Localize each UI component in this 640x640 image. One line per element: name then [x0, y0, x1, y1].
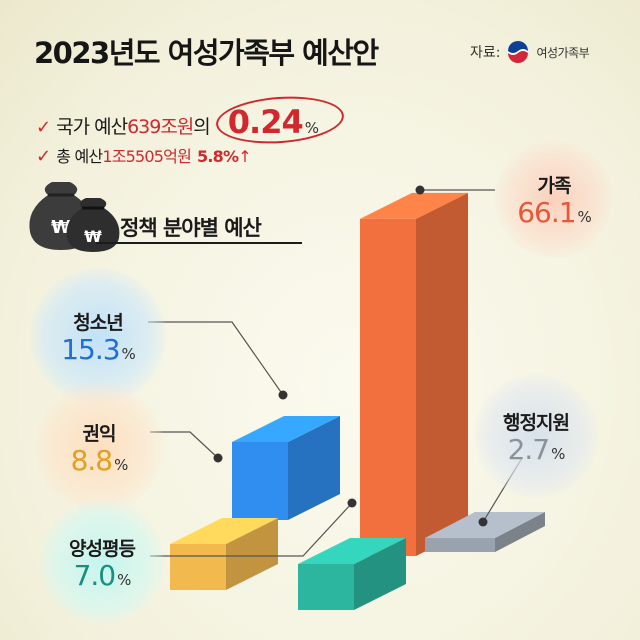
- value-unit: %: [117, 570, 131, 589]
- currency-symbol: ₩: [51, 217, 71, 238]
- value-number: 2.7: [507, 432, 551, 466]
- bars-group: [170, 192, 545, 610]
- label-rights-name: 권익: [82, 422, 117, 445]
- label-admin-value: 2.7%: [507, 432, 566, 466]
- source-label: 자료:: [470, 45, 501, 61]
- source-org: 여성가족부: [536, 45, 590, 60]
- label-gender-value: 7.0%: [73, 558, 132, 592]
- summary-line-total: ✓ 총 예산 1조5505억원 5.8% ↑: [36, 143, 252, 167]
- leader-dot-gender: [347, 498, 357, 508]
- bar-top-face: [170, 518, 278, 544]
- government-emblem-icon: [507, 40, 530, 64]
- bar-side-face: [288, 415, 340, 520]
- line1-prefix: 국가 예산: [56, 116, 128, 138]
- value-number: 7.0: [73, 558, 117, 592]
- label-family-value: 66.1%: [517, 195, 592, 229]
- leader-lines: [148, 185, 523, 557]
- bar-top-face: [232, 415, 340, 442]
- subtitle-underline: [96, 242, 302, 244]
- value-number: 8.8: [70, 443, 114, 477]
- line1-amount: 639조원: [127, 116, 194, 138]
- leader-dot-youth: [278, 390, 288, 400]
- page-title: 2023년도 여성가족부 예산안: [34, 36, 379, 70]
- check-icon: ✓: [36, 146, 51, 167]
- label-youth-value: 15.3%: [61, 332, 136, 366]
- label-youth-name: 청소년: [73, 311, 123, 334]
- label-rights-value: 8.8%: [70, 443, 129, 477]
- bar-side-face: [226, 518, 278, 590]
- value-unit: %: [577, 207, 592, 226]
- label-admin: 행정지원 2.7%: [474, 374, 598, 498]
- national-share: 0.24%: [214, 92, 346, 148]
- money-bag-icon: ₩ ₩: [29, 182, 120, 252]
- bar-front-face: [298, 564, 354, 610]
- value-unit: %: [551, 444, 565, 463]
- section-subtitle: 정책 분야별 예산: [120, 216, 262, 240]
- bar-front-face: [360, 218, 416, 556]
- national-share-unit: %: [304, 119, 319, 137]
- value-number: 15.3: [61, 332, 120, 366]
- bar-front-face: [170, 544, 226, 590]
- bar-top-face: [360, 192, 468, 219]
- currency-symbol: ₩: [84, 227, 102, 246]
- line2-amount: 1조5505억원: [102, 147, 192, 166]
- value-number: 66.1: [517, 195, 576, 229]
- leader-dot-rights: [213, 453, 223, 463]
- value-unit: %: [121, 344, 136, 363]
- leader-dot-admin: [478, 517, 488, 527]
- leader-line-rights: [150, 431, 219, 459]
- bar-family: [360, 192, 468, 556]
- bar-gender: [298, 538, 406, 610]
- national-share-value: 0.24: [227, 103, 304, 141]
- leader-dot-family: [415, 185, 425, 195]
- label-gender-name: 양성평등: [69, 537, 136, 560]
- label-family-name: 가족: [537, 174, 572, 197]
- bar-side-face: [416, 192, 468, 556]
- bar-side-face: [354, 538, 406, 610]
- up-arrow-icon: ↑: [238, 147, 251, 166]
- line2-growth: 5.8%: [197, 147, 239, 166]
- label-admin-name: 행정지원: [503, 411, 570, 434]
- label-gender: 양성평등 7.0%: [40, 500, 164, 624]
- bar-front-face: [425, 538, 495, 552]
- check-icon: ✓: [36, 117, 51, 138]
- bar-side-face: [495, 512, 545, 552]
- leader-line-gender: [150, 502, 353, 557]
- source: 자료: 여성가족부: [470, 40, 590, 64]
- bar-rights: [170, 518, 278, 590]
- bar-front-face: [232, 441, 288, 520]
- bar-youth: [232, 415, 340, 520]
- value-unit: %: [114, 455, 128, 474]
- line1-suffix: 의: [193, 116, 211, 138]
- leader-line-youth: [148, 321, 284, 396]
- summary-line-national: ✓ 국가 예산 639조원 의 0.24%: [36, 92, 346, 148]
- label-rights: 권익 8.8%: [34, 382, 164, 512]
- label-family: 가족 66.1%: [495, 140, 613, 258]
- label-youth: 청소년 15.3%: [30, 268, 166, 404]
- line2-prefix: 총 예산: [56, 147, 103, 166]
- bar-top-face: [298, 538, 406, 564]
